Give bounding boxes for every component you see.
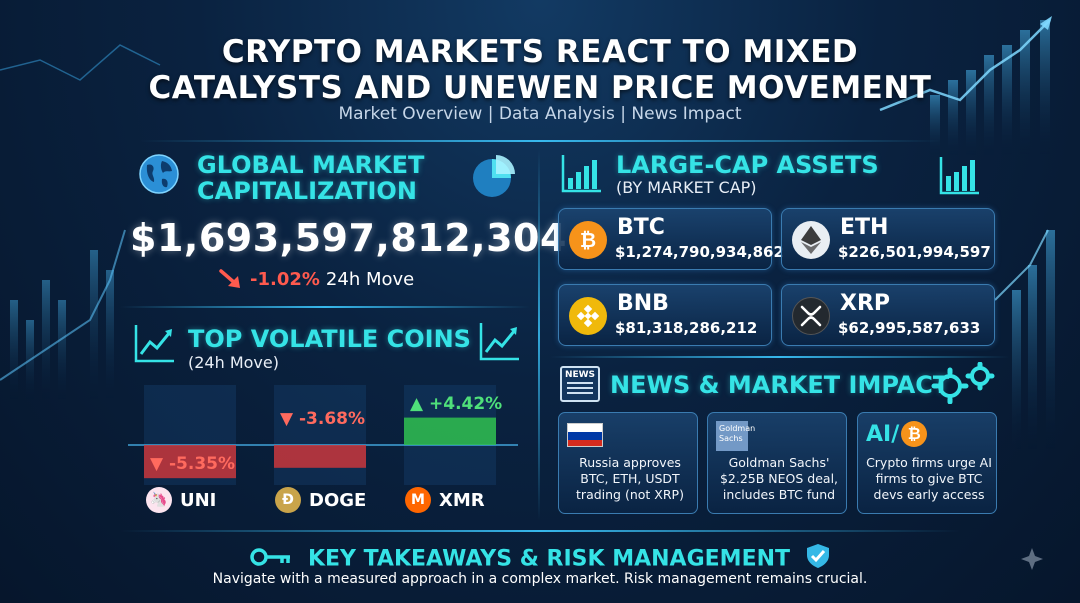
asset-value: $226,501,994,597 [838,243,991,261]
global-market-change-row: -1.02% 24h Move [218,268,414,290]
globe-icon [139,154,179,194]
gears-icon [931,362,995,404]
news-card-goldman: Goldman Sachs Goldman Sachs' $2.25B NEOS… [707,412,847,514]
bnb-icon [569,297,607,335]
large-cap-title: LARGE-CAP ASSETS [616,151,879,179]
arrow-down-icon [219,269,240,288]
takeaways-title-row: KEY TAKEAWAYS & RISK MANAGEMENT [0,543,1080,575]
coin-xmr-name: XMR [439,489,485,511]
ethereum-icon [792,221,830,259]
asset-card-btc: ₿ BTC $1,274,790,934,862 [558,208,784,270]
key-icon [250,547,292,572]
xrp-icon [792,297,830,335]
uni-bar [144,445,236,479]
asset-card-xrp: XRP $62,995,587,633 [781,284,995,346]
coin-uni: 🦄 UNI [146,487,216,513]
takeaways-title: KEY TAKEAWAYS & RISK MANAGEMENT [307,546,791,572]
page-title-line2: CATALYSTS AND UNEWEN PRICE MOVEMENT [148,70,932,106]
xmr-icon: M [405,487,431,513]
asset-value: $81,318,286,212 [615,319,758,337]
bitcoin-icon: ₿ [569,221,607,259]
global-market-change: -1.02% [250,268,320,290]
header-divider [140,140,940,142]
news-text: Russia approves BTC, ETH, USDT trading (… [576,455,684,502]
left-section-divider [120,306,530,308]
news-text: Crypto firms urge AI firms to give BTC d… [866,455,992,502]
volatile-coins-subtitle: (24h Move) [188,353,279,372]
doge-icon: Ð [275,487,301,513]
asset-card-eth: ETH $226,501,994,597 [781,208,995,270]
ai-label: AI/ [866,421,900,447]
uni-change-label: ▼ -5.35% [150,454,236,475]
doge-bar-column [274,385,366,485]
center-divider [538,150,540,520]
right-section-divider [550,356,1010,358]
bar-chart-icon-right [939,157,979,195]
coin-xmr: M XMR [405,487,485,513]
asset-symbol: BTC [617,215,665,240]
doge-bar [274,445,366,468]
news-icon-label: NEWS [564,370,596,380]
large-cap-subtitle: (BY MARKET CAP) [616,178,757,197]
doge-change-label: ▼ -3.68% [280,409,366,429]
asset-symbol: XRP [840,291,891,316]
xmr-bar [404,417,496,445]
asset-value: $62,995,587,633 [838,319,981,337]
pie-chart-icon [473,155,515,197]
ai-bitcoin-icon: AI/ ₿ [866,421,928,447]
global-market-change-label: 24h Move [325,268,415,290]
global-market-cap-value: $1,693,597,812,304 [130,216,567,260]
news-card-ai: AI/ ₿ Crypto firms urge AI firms to give… [857,412,997,514]
uni-icon: 🦄 [146,487,172,513]
coin-doge: Ð DOGE [275,487,366,513]
page-title-line1: CRYPTO MARKETS REACT TO MIXED [221,34,859,70]
trend-line-icon-right [479,323,519,361]
coin-doge-name: DOGE [309,489,367,511]
asset-symbol: ETH [840,215,889,240]
coin-uni-name: UNI [180,489,217,511]
news-title: NEWS & MARKET IMPACT [610,371,950,399]
goldman-sachs-logo: Goldman Sachs [716,421,755,451]
xmr-change-label: ▲ +4.42% [410,393,503,414]
footer-divider [120,530,960,532]
global-market-title-line1: GLOBAL MARKET [197,151,425,179]
volatile-coins-chart [128,385,518,485]
asset-value: $1,274,790,934,862 [615,243,784,261]
global-market-title-line2: CAPITALIZATION [197,177,417,205]
volatile-coins-title: TOP VOLATILE COINS [188,325,471,353]
takeaways-text: Navigate with a measured approach in a c… [212,571,868,587]
shield-check-icon [806,543,830,575]
russia-flag-icon [567,423,603,447]
page-subtitle: Market Overview | Data Analysis | News I… [338,104,742,124]
newspaper-icon: NEWS [560,366,600,402]
bitcoin-icon: ₿ [901,421,928,447]
asset-card-bnb: BNB $81,318,286,212 [558,284,772,346]
bar-chart-icon [561,155,601,193]
asset-symbol: BNB [617,291,669,316]
trend-line-icon [134,325,174,363]
news-card-russia: Russia approves BTC, ETH, USDT trading (… [558,412,698,514]
news-text: Goldman Sachs' $2.25B NEOS deal, include… [719,455,839,502]
